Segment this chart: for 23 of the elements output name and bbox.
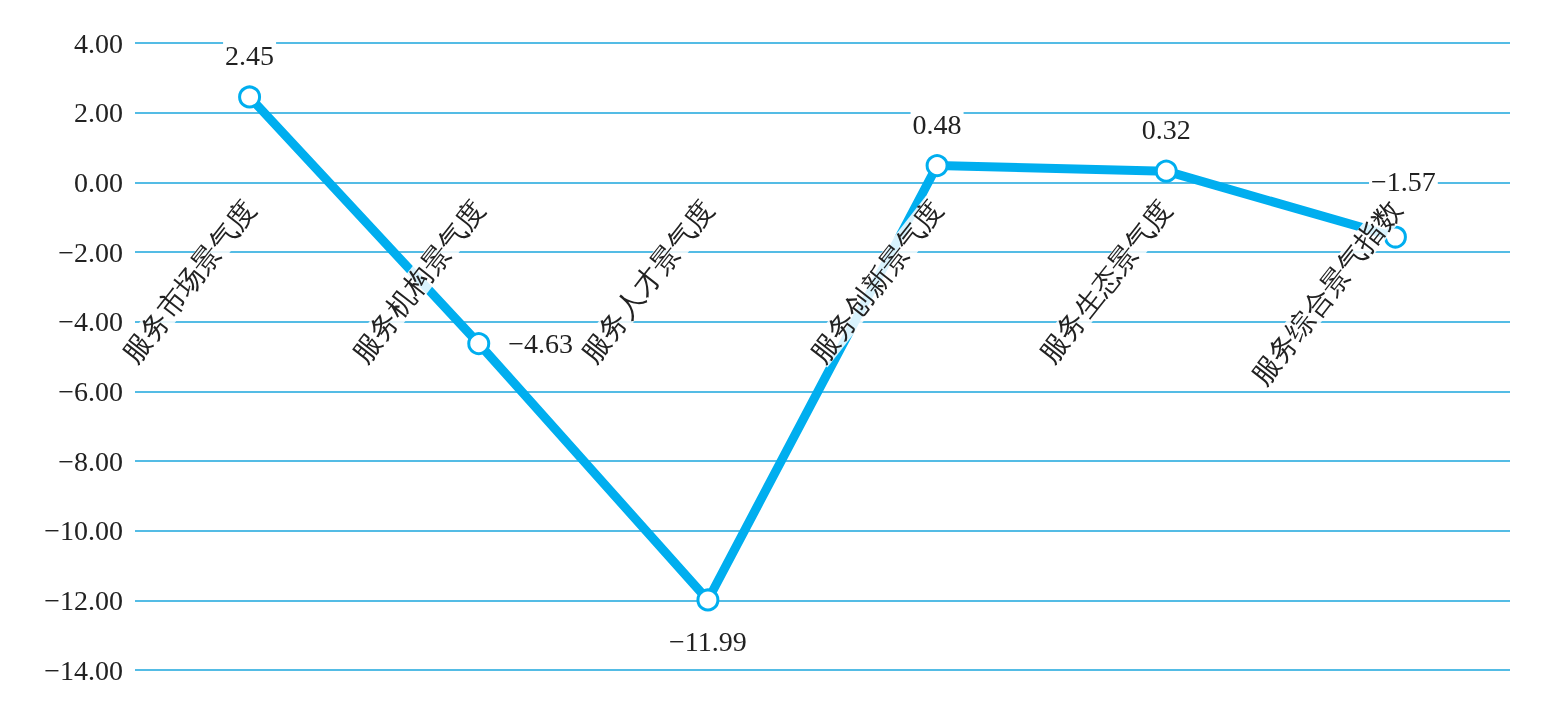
y-tick-label: 2.00 (74, 97, 123, 129)
y-tick-label: 4.00 (74, 27, 123, 59)
data-label: 0.48 (912, 108, 962, 140)
y-tick-label: −6.00 (58, 375, 123, 407)
point (925, 154, 949, 178)
data-label: 0.32 (1141, 114, 1191, 146)
point (467, 332, 491, 356)
y-tick-label: −12.00 (44, 584, 123, 616)
x-tick-label: 服务生态景气度 (1033, 194, 1179, 369)
point (238, 85, 262, 109)
data-label: 2.45 (225, 39, 275, 71)
y-tick-label: −14.00 (44, 654, 123, 686)
y-tick-label: −10.00 (44, 515, 123, 547)
x-tick-label: 服务创新景气度 (804, 194, 950, 369)
data-label: −4.63 (508, 328, 574, 360)
point (1154, 159, 1178, 183)
x-tick-label: 服务综合景气指数 (1245, 194, 1408, 391)
y-tick-label: −8.00 (58, 445, 123, 477)
x-tick-label: 服务机构景气度 (345, 194, 491, 369)
x-tick-label: 服务人才景气度 (574, 194, 721, 369)
point (696, 588, 720, 612)
data-label: −1.57 (1371, 166, 1436, 198)
data-label: −11.99 (669, 625, 747, 657)
